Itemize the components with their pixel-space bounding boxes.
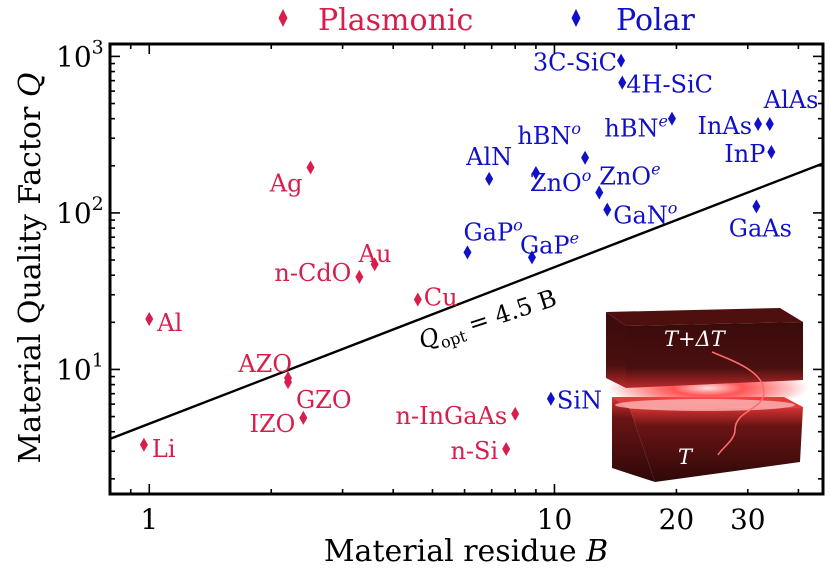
point-label-n-ingaas: n-InGaAs — [396, 402, 508, 430]
x-axis-label: Material residue B — [324, 534, 608, 569]
point-marker-4h-sic — [618, 75, 627, 90]
reference-line — [110, 162, 823, 440]
point-marker-inp — [767, 145, 776, 160]
point-marker-inas — [754, 116, 763, 131]
point-marker-gzo — [284, 375, 293, 390]
y-axis-label-var: Q — [13, 73, 48, 98]
legend-label-polar: Polar — [616, 3, 696, 38]
point-label-al: Al — [156, 309, 182, 337]
point-label-n-si: n-Si — [450, 437, 498, 465]
inset-lower-slab-front — [612, 397, 655, 482]
point-label-aln: AlN — [465, 143, 512, 171]
x-tick-label: 30 — [730, 503, 766, 536]
point-marker-gap-e — [527, 250, 536, 265]
point-marker-hbn-e — [667, 111, 676, 126]
point-label-azo: AZO — [237, 350, 292, 378]
point-label-hbn-e: hBNe — [604, 112, 668, 143]
x-tick-label: 20 — [659, 503, 695, 536]
point-label-izo: IZO — [249, 410, 295, 438]
legend-marker-plasmonic — [278, 9, 288, 27]
point-marker-n-ingaas — [511, 406, 520, 421]
legend-marker-polar — [571, 9, 581, 27]
inset-lower-slab-face — [630, 407, 803, 482]
point-label-hbn-o: hBNo — [517, 119, 581, 150]
point-label-ag: Ag — [269, 170, 303, 198]
point-marker-gap-o — [463, 245, 472, 260]
point-label-3c-sic: 3C-SiC — [533, 49, 617, 77]
point-marker-3c-sic — [617, 53, 626, 68]
point-label-li: Li — [152, 435, 176, 463]
inset-thermal-glow-core — [615, 399, 795, 411]
point-label-gaas: GaAs — [729, 214, 792, 242]
point-marker-cu — [413, 292, 422, 307]
point-label-4h-sic: 4H-SiC — [626, 71, 713, 99]
point-label-au: Au — [358, 240, 392, 268]
point-label-cu: Cu — [424, 283, 458, 311]
plot-frame — [108, 42, 825, 496]
point-label-inas: InAs — [697, 112, 752, 140]
point-marker-hbn-o — [581, 150, 590, 165]
point-marker-sin — [546, 391, 555, 406]
point-label-sin: SiN — [557, 387, 602, 415]
inset-temperature-profile — [711, 351, 765, 456]
axis-ticks: 1 10 20 30 101 102 103 — [56, 36, 823, 536]
point-marker-ag — [306, 160, 315, 175]
point-label-zno-e: ZnOe — [599, 160, 660, 191]
inset-upper-slab-top — [606, 308, 803, 326]
inset-label-top: T+ΔT — [664, 327, 727, 351]
x-tick-label: 10 — [537, 503, 573, 536]
point-marker-au — [370, 257, 379, 272]
inset-upper-slab-face — [626, 322, 803, 388]
y-axis-label-text: Material Quality Factor — [13, 97, 48, 463]
point-label-gap-o: GaPo — [463, 215, 522, 246]
reference-line-label-sub: opt — [438, 326, 469, 352]
point-label-zno-o: ZnOo — [530, 166, 591, 197]
point-marker-alas — [765, 116, 774, 131]
y-tick-label: 102 — [56, 193, 104, 230]
point-label-alas: AlAs — [763, 86, 819, 114]
legend-label-plasmonic: Plasmonic — [318, 3, 473, 38]
point-marker-zno-e — [595, 185, 604, 200]
point-marker-aln — [485, 171, 494, 186]
inset-label-bottom: T — [678, 445, 694, 469]
point-marker-n-cdo — [355, 269, 364, 284]
x-tick-label: 1 — [140, 503, 158, 536]
point-label-gap-e: GaPe — [520, 228, 579, 259]
legend: Plasmonic Polar — [278, 3, 696, 38]
point-marker-al — [145, 311, 154, 326]
y-axis-label: Material Quality Factor Q — [13, 73, 48, 464]
reference-line-label-rest: = 4.5 B — [465, 284, 560, 339]
point-label-gzo: GZO — [296, 386, 352, 414]
x-axis-label-text: Material residue — [324, 534, 586, 569]
point-marker-izo — [299, 410, 308, 425]
point-marker-gan-o — [603, 202, 612, 217]
point-marker-gaas — [752, 199, 761, 214]
x-axis-label-var: B — [585, 534, 608, 569]
point-label-inp: InP — [724, 140, 765, 168]
point-label-n-cdo: n-CdO — [274, 259, 351, 287]
inset-upper-slab-front — [606, 312, 626, 388]
point-label-gan-o: GaNo — [613, 199, 677, 230]
point-marker-zno-o — [531, 165, 540, 180]
point-marker-n-si — [502, 442, 511, 457]
y-tick-label: 101 — [56, 349, 104, 386]
point-marker-li — [139, 437, 148, 452]
inset-illustration: T+ΔT T — [606, 308, 808, 482]
y-tick-label: 103 — [56, 36, 104, 73]
